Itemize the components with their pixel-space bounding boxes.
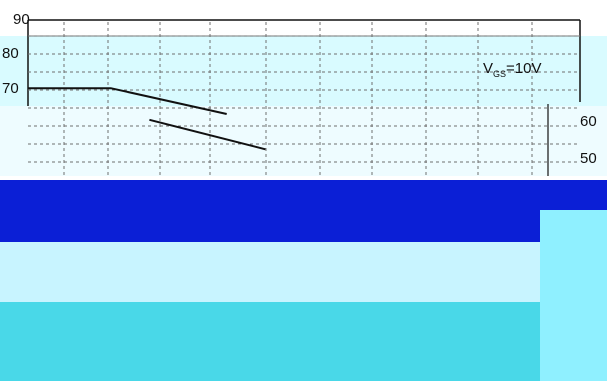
tick-label-right-50: 50 [580,150,597,167]
tick-label-right-60: 60 [580,113,597,130]
grid-lines [28,22,580,176]
series-line-2 [149,118,266,151]
series-layer [28,87,266,151]
svg-text:VGS=10V: VGS=10V [483,60,541,79]
vgs-annotation: VGS=10V [483,60,541,79]
vgs-sub: GS [493,69,506,79]
tick-label-left-70: 70 [2,80,19,97]
vgs-tail: =10V [506,60,541,77]
series-line-1 [28,87,227,115]
tick-label-left-80: 80 [2,45,19,62]
vgs-main: V [483,60,493,77]
tick-label-left-90: 90 [13,11,30,28]
